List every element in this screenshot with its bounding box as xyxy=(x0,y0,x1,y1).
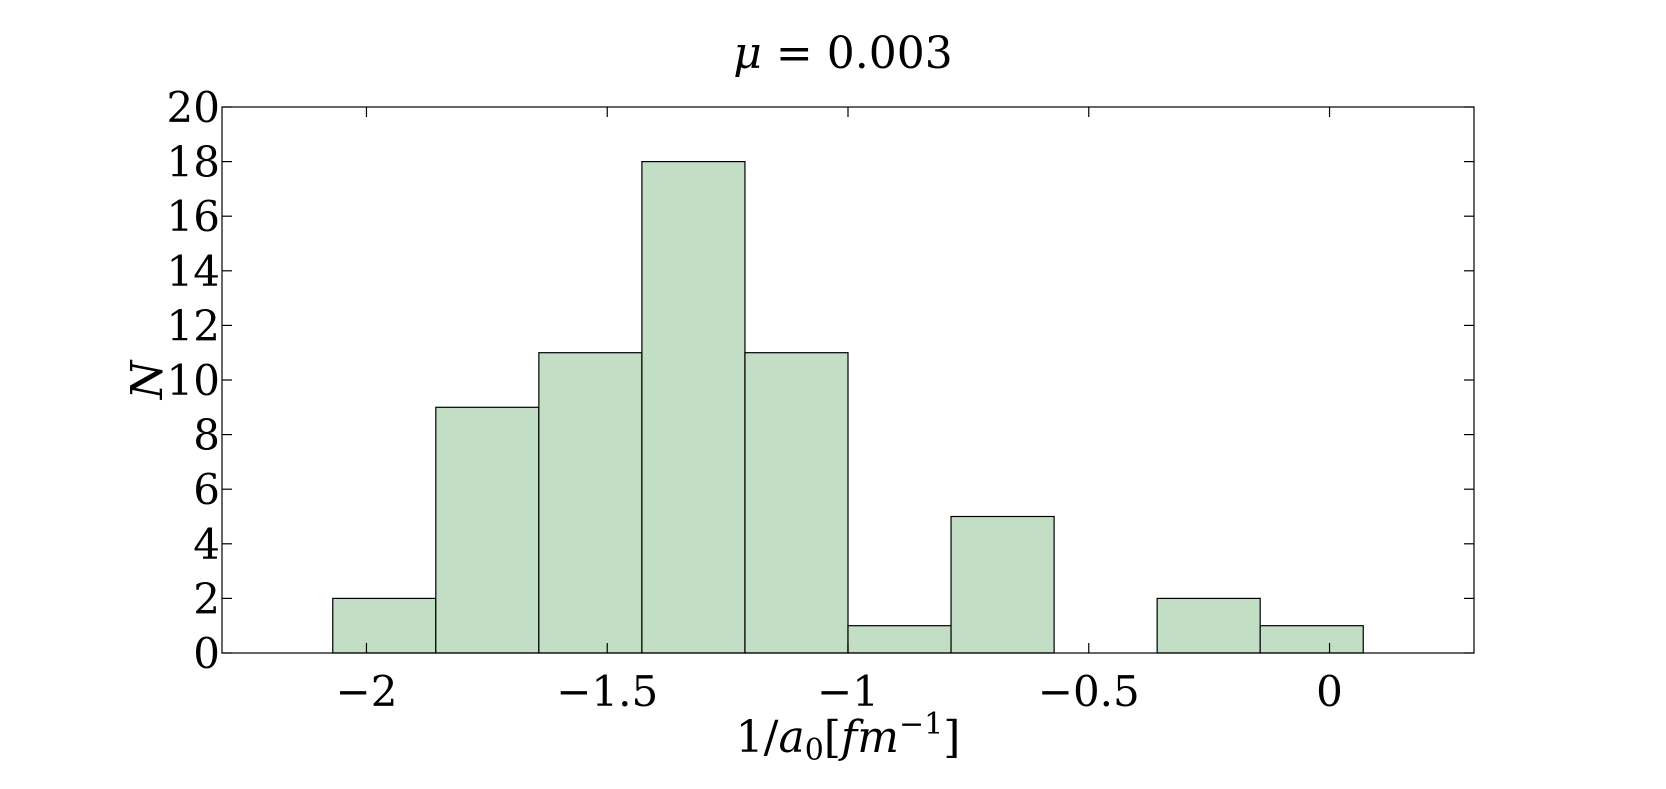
tick-labels-layer: −2 −1.5 −1 −0.5 0 0 2 4 6 8 10 12 14 16 18 20 xyxy=(167,83,1343,716)
title-symbol: μ xyxy=(733,28,762,79)
x-tick-label: −2 xyxy=(336,667,398,716)
x-axis-title-var: a xyxy=(778,712,804,763)
y-tick-label: 12 xyxy=(167,301,220,350)
histogram-bar xyxy=(435,406,540,654)
title-value: = 0.003 xyxy=(762,28,953,79)
x-axis-title-open-bracket: [ xyxy=(824,712,841,763)
histogram-bar xyxy=(332,597,437,654)
y-tick-label: 20 xyxy=(167,83,220,132)
x-tick-label: −1.5 xyxy=(556,667,658,716)
x-tick-label: 0 xyxy=(1316,667,1343,716)
x-axis-title-subscript: 0 xyxy=(805,733,824,768)
histogram-bar xyxy=(538,352,643,654)
ticks-layer xyxy=(222,106,1474,654)
y-tick-label: 6 xyxy=(193,465,220,514)
histogram-bar xyxy=(950,515,1055,654)
histogram-bar xyxy=(847,625,952,654)
y-tick-label: 18 xyxy=(167,138,220,187)
histogram-bar xyxy=(1259,625,1364,654)
y-tick-label: 0 xyxy=(193,629,220,678)
y-tick-label: 14 xyxy=(167,247,220,296)
histogram-bar xyxy=(744,352,849,654)
x-axis-title-superscript: −1 xyxy=(899,707,943,742)
y-tick-label: 4 xyxy=(193,520,220,569)
x-axis-title-close-bracket: ] xyxy=(943,712,960,763)
x-axis-title-prefix: 1/ xyxy=(736,712,779,763)
chart-title: μ = 0.003 xyxy=(733,28,952,79)
x-tick-label: −1 xyxy=(817,667,879,716)
histogram-bar xyxy=(1156,597,1261,654)
x-axis-title-unit: fm xyxy=(838,712,899,763)
y-tick-label: 8 xyxy=(193,411,220,460)
histogram-bar xyxy=(641,161,746,654)
y-axis-title: N xyxy=(122,359,173,400)
x-axis-title: 1/a0[fm−1] xyxy=(736,707,961,768)
y-tick-label: 16 xyxy=(167,192,220,241)
y-tick-label: 2 xyxy=(193,574,220,623)
bars-layer xyxy=(332,161,1364,654)
y-tick-label: 10 xyxy=(167,356,220,405)
x-tick-label: −0.5 xyxy=(1038,667,1140,716)
